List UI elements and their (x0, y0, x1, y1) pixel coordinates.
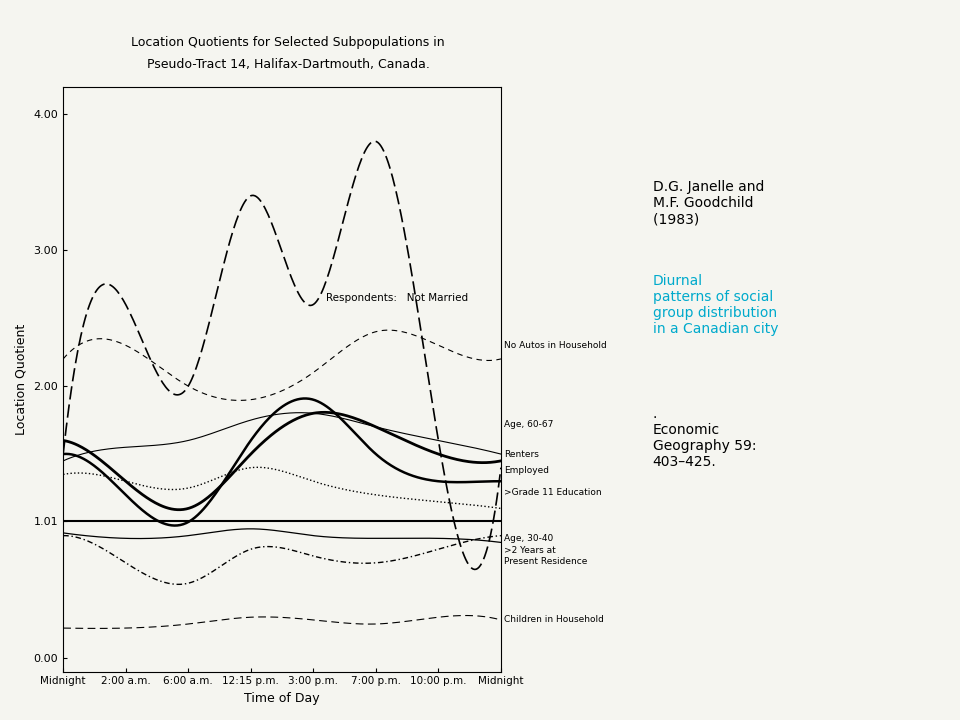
Y-axis label: Location Quotient: Location Quotient (15, 324, 28, 435)
Text: Respondents:   Not Married: Respondents: Not Married (325, 293, 468, 302)
Text: >Grade 11 Education: >Grade 11 Education (504, 487, 602, 497)
Text: D.G. Janelle and
M.F. Goodchild
(1983): D.G. Janelle and M.F. Goodchild (1983) (653, 180, 764, 226)
Text: >2 Years at
Present Residence: >2 Years at Present Residence (504, 546, 588, 566)
X-axis label: Time of Day: Time of Day (244, 692, 320, 705)
Text: Pseudo-Tract 14, Halifax-Dartmouth, Canada.: Pseudo-Tract 14, Halifax-Dartmouth, Cana… (147, 58, 429, 71)
Text: Diurnal
patterns of social
group distribution
in a Canadian city: Diurnal patterns of social group distrib… (653, 274, 779, 336)
Text: Renters: Renters (504, 449, 539, 459)
Text: Age, 60-67: Age, 60-67 (504, 420, 553, 428)
Text: .
Economic
Geography 59:
403–425.: . Economic Geography 59: 403–425. (653, 407, 756, 469)
Text: No Autos in Household: No Autos in Household (504, 341, 607, 350)
Text: Location Quotients for Selected Subpopulations in: Location Quotients for Selected Subpopul… (132, 36, 444, 49)
Text: Age, 30-40: Age, 30-40 (504, 534, 553, 543)
Text: Children in Household: Children in Household (504, 616, 604, 624)
Text: Employed: Employed (504, 466, 549, 475)
